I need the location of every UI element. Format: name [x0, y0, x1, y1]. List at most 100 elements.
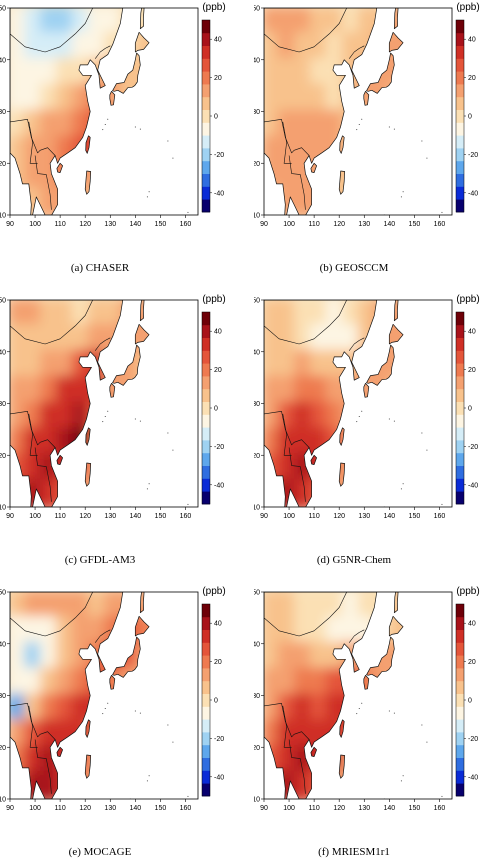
field-cell — [325, 323, 346, 354]
colorbar-swatch — [202, 642, 210, 656]
colorbar-tick-label: 20 — [468, 659, 476, 666]
field-cell — [294, 187, 314, 215]
field-cell — [10, 323, 28, 354]
field-cell — [24, 375, 44, 406]
field-cell — [135, 401, 150, 432]
field-cell — [341, 771, 362, 799]
colorbar-swatch — [456, 186, 464, 200]
field-cell — [24, 719, 44, 750]
x-tick-label: 130 — [104, 513, 116, 520]
colorbar-swatch — [456, 655, 464, 669]
panel-caption: (a) CHASER — [70, 262, 130, 274]
colorbar-tick-label: -40 — [468, 482, 478, 489]
field-cell — [309, 187, 330, 215]
y-tick-label: 10 — [254, 797, 260, 804]
field-cell — [119, 693, 140, 724]
field-cell — [40, 667, 60, 698]
field-cell — [10, 667, 28, 698]
field-cell — [357, 109, 378, 140]
field-cell — [406, 350, 426, 380]
coastline — [264, 300, 404, 507]
field-cell — [119, 135, 140, 166]
panel-caption: (c) GFDL-AM3 — [64, 554, 136, 566]
field-cell — [87, 135, 108, 166]
field-cell — [152, 771, 172, 801]
field-cell — [294, 771, 314, 799]
unit-label: (ppb) — [202, 2, 225, 13]
x-tick-label: 130 — [358, 513, 370, 520]
colorbar-tick-label: 20 — [468, 367, 476, 374]
field-cell — [40, 349, 60, 380]
y-tick-label: 10 — [0, 213, 6, 220]
field-cell — [294, 375, 314, 406]
field-cell — [103, 615, 124, 646]
x-tick-label: 160 — [434, 513, 446, 520]
field-cell — [119, 8, 140, 36]
x-tick-label: 150 — [155, 805, 167, 812]
colorbar-swatch — [202, 337, 210, 351]
colorbar-swatch — [456, 312, 464, 326]
field-cell — [406, 616, 426, 646]
field-cell — [55, 771, 76, 799]
colorbar-swatch — [456, 478, 464, 492]
x-tick-label: 120 — [333, 805, 345, 812]
field-cell — [294, 401, 314, 432]
field-cell — [264, 771, 282, 799]
colorbar-tick-label: -20 — [214, 444, 224, 451]
field-cell — [357, 427, 378, 458]
field-cell — [24, 693, 44, 724]
field-cell — [341, 300, 362, 328]
field-cell — [103, 135, 124, 166]
field-cell — [10, 479, 28, 507]
field-cell — [264, 31, 282, 62]
field-cell — [87, 719, 108, 750]
field-cell — [152, 298, 172, 328]
field-cell — [341, 745, 362, 776]
field-cell — [152, 84, 172, 114]
field-cell — [152, 453, 172, 483]
field-cell — [87, 31, 108, 62]
field-cell — [406, 32, 426, 62]
field-cell — [264, 615, 282, 646]
x-tick-label: 150 — [409, 805, 421, 812]
x-tick-label: 150 — [155, 513, 167, 520]
field-cell — [357, 453, 378, 484]
y-tick-label: 20 — [254, 745, 260, 752]
x-tick-label: 160 — [434, 221, 446, 228]
field-cell — [341, 427, 362, 458]
field-cell — [119, 427, 140, 458]
colorbar-swatch — [456, 427, 464, 441]
map-panel: 90 100 110 120 130 140 150 160 10 20 30 40 50 40 20 0 -2… — [254, 0, 481, 283]
field-cell — [152, 376, 172, 406]
field-cell — [152, 161, 172, 191]
x-tick-label: 130 — [358, 221, 370, 228]
field-cell — [389, 349, 404, 380]
colorbar-swatch — [202, 693, 210, 707]
field-cell — [152, 187, 172, 217]
y-tick-label: 30 — [254, 109, 260, 116]
field-cell — [264, 641, 282, 672]
colorbar-swatch — [456, 770, 464, 784]
field-cell — [87, 771, 108, 799]
colorbar-tick-label: 40 — [468, 37, 476, 44]
colorbar-swatch — [456, 148, 464, 162]
field-cell — [406, 135, 426, 165]
field-cell — [357, 31, 378, 62]
field-cell — [135, 83, 150, 114]
field-cell — [10, 109, 28, 140]
colorbar-swatch — [456, 71, 464, 85]
field-cell — [406, 453, 426, 483]
anomaly-field — [10, 592, 172, 801]
field-cell — [294, 8, 314, 36]
colorbar-swatch — [202, 32, 210, 46]
field-cell — [40, 57, 60, 88]
field-cell — [152, 6, 172, 36]
panel-caption: (f) MRIESM1r1 — [318, 846, 390, 858]
colorbar-swatch — [202, 312, 210, 326]
field-cell — [406, 161, 426, 191]
field-cell — [55, 615, 76, 646]
colorbar-swatch — [456, 491, 464, 505]
field-cell — [373, 427, 394, 458]
field-cell — [264, 187, 282, 215]
field-cell — [135, 592, 150, 620]
